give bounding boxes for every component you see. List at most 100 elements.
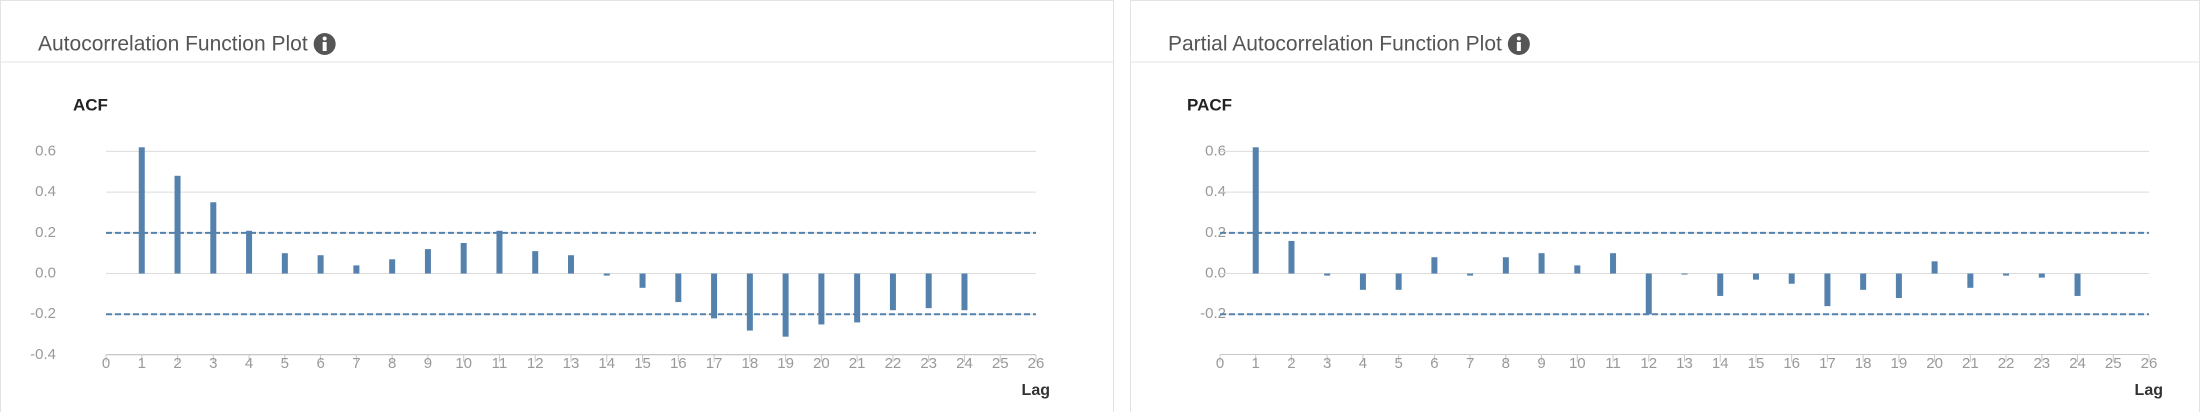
x-tick-label: 20 — [813, 355, 830, 372]
x-tick-label: 14 — [598, 355, 615, 372]
x-tick-label: 11 — [1605, 355, 1621, 372]
bar — [1467, 273, 1474, 276]
info-icon-dot — [1516, 36, 1521, 41]
x-tick-label: 17 — [706, 355, 723, 372]
bar — [174, 175, 181, 274]
x-tick-label: 14 — [1712, 355, 1729, 372]
bar — [1252, 147, 1259, 274]
x-tick-label: 21 — [849, 355, 866, 372]
x-tick-label: 5 — [281, 355, 289, 372]
y-tick-label: -0.2 — [30, 305, 56, 322]
chart-title: ACF — [73, 95, 108, 114]
x-tick-label: 25 — [2105, 355, 2122, 372]
bar — [460, 243, 467, 274]
x-tick-label: 7 — [1466, 355, 1474, 372]
x-tick-label: 18 — [1855, 355, 1872, 372]
bar — [138, 147, 145, 274]
bar — [210, 202, 217, 274]
x-tick-label: 8 — [1502, 355, 1510, 372]
x-tick-label: 0 — [102, 355, 110, 372]
info-icon-dot — [322, 36, 327, 41]
info-icon-stem — [322, 42, 327, 51]
bar — [424, 249, 431, 274]
x-tick-label: 22 — [885, 355, 902, 372]
bar — [1788, 273, 1795, 284]
x-tick-label: 21 — [1962, 355, 1979, 372]
x-tick-label: 24 — [2069, 355, 2086, 372]
y-tick-label: 0.2 — [1205, 224, 1226, 241]
bar — [1288, 240, 1295, 274]
x-tick-label: 26 — [2141, 355, 2158, 372]
panel-title: Partial Autocorrelation Function Plot — [1168, 33, 1502, 56]
bar — [1717, 273, 1724, 296]
bar — [1610, 253, 1617, 274]
x-tick-label: 16 — [670, 355, 687, 372]
x-tick-label: 2 — [173, 355, 181, 372]
x-tick-label: 15 — [634, 355, 651, 372]
bar — [711, 273, 718, 319]
bar — [2003, 273, 2010, 276]
x-tick-label: 3 — [1323, 355, 1331, 372]
bar — [1574, 265, 1581, 274]
panel — [0, 0, 1114, 417]
bar — [1895, 273, 1902, 298]
x-tick-label: 10 — [1569, 355, 1586, 372]
x-tick-label: 22 — [1998, 355, 2015, 372]
x-tick-label: 13 — [563, 355, 580, 372]
x-tick-label: 12 — [527, 355, 544, 372]
x-tick-label: 13 — [1676, 355, 1693, 372]
bar — [1860, 273, 1867, 290]
x-tick-label: 15 — [1748, 355, 1765, 372]
x-tick-label: 1 — [1252, 355, 1260, 372]
bar — [1538, 253, 1545, 274]
x-tick-label: 18 — [742, 355, 759, 372]
x-axis-label: Lag — [2135, 382, 2163, 399]
bar — [889, 273, 896, 311]
x-tick-label: 23 — [920, 355, 937, 372]
bar — [1431, 257, 1438, 274]
bar — [961, 273, 968, 311]
y-tick-label: -0.2 — [1200, 305, 1226, 322]
x-tick-label: 19 — [777, 355, 794, 372]
bar — [1645, 273, 1652, 315]
x-tick-label: 17 — [1819, 355, 1836, 372]
bar — [782, 273, 789, 337]
bar — [1502, 257, 1509, 274]
x-tick-label: 9 — [1537, 355, 1545, 372]
bar — [1931, 261, 1938, 274]
panel-title: Autocorrelation Function Plot — [38, 33, 308, 56]
bar — [568, 255, 574, 274]
bar — [1395, 273, 1402, 290]
x-tick-label: 1 — [138, 355, 146, 372]
y-tick-label: 0.6 — [1205, 142, 1226, 159]
y-tick-label: 0.0 — [35, 265, 56, 282]
bar — [925, 273, 932, 309]
x-tick-label: 2 — [1287, 355, 1295, 372]
x-tick-label: 5 — [1394, 355, 1402, 372]
chart-title: PACF — [1187, 95, 1232, 114]
x-tick-label: 4 — [245, 355, 253, 372]
x-tick-label: 0 — [1216, 355, 1224, 372]
bar — [1967, 273, 1974, 288]
info-icon-stem — [1516, 42, 1521, 51]
x-axis-label: Lag — [1022, 382, 1050, 399]
bar — [246, 230, 253, 274]
bar — [639, 273, 646, 288]
bar — [603, 273, 610, 276]
bar — [281, 253, 288, 274]
bar — [1359, 273, 1366, 290]
bar — [353, 265, 360, 274]
x-tick-label: 8 — [388, 355, 396, 372]
bar — [532, 251, 539, 274]
x-tick-label: 16 — [1783, 355, 1800, 372]
y-tick-label: 0.4 — [1205, 183, 1226, 200]
x-tick-label: 3 — [209, 355, 217, 372]
x-tick-label: 10 — [455, 355, 472, 372]
x-tick-label: 19 — [1891, 355, 1908, 372]
bar — [2038, 273, 2045, 278]
bar — [317, 255, 324, 274]
bar — [1824, 273, 1831, 307]
bar — [818, 273, 825, 325]
x-tick-label: 25 — [992, 355, 1009, 372]
